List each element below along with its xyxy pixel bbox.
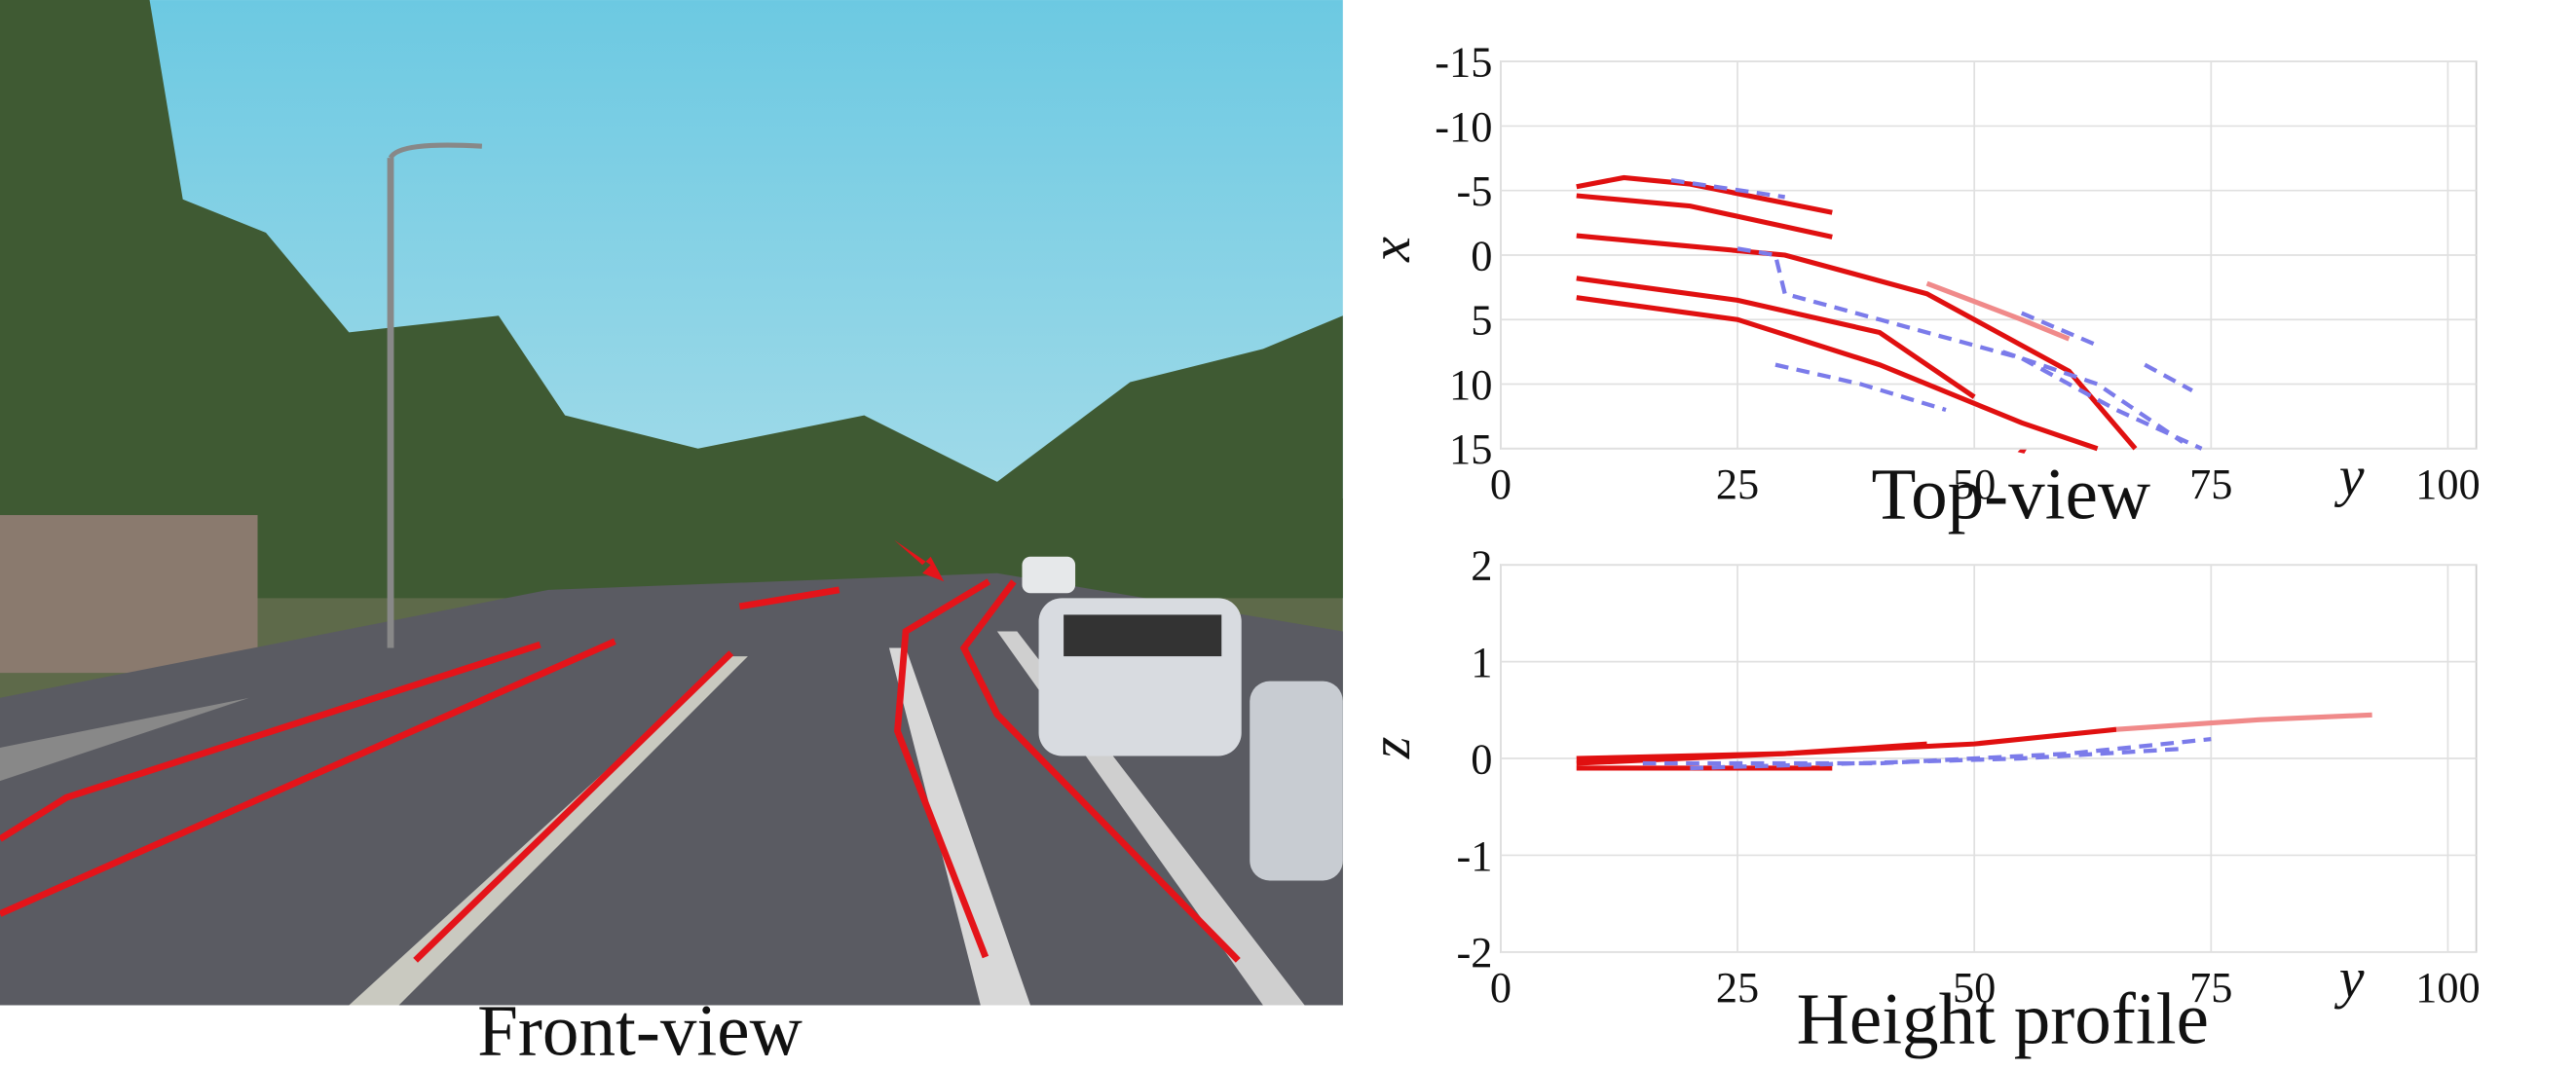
line [2020, 311, 2099, 348]
front-view-photo [0, 0, 1343, 1006]
x-tick-label: 75 [2189, 963, 2232, 1012]
y-tick-label: 10 [1449, 360, 1492, 409]
x-tick-label: 0 [1490, 460, 1512, 508]
caption: Front-view [477, 991, 803, 1069]
y-tick-label: 0 [1471, 231, 1492, 279]
y-tick-label: 0 [1471, 734, 1492, 783]
line [1576, 276, 1976, 399]
y-tick-label: -1 [1456, 831, 1492, 880]
line [1670, 177, 1785, 200]
line [2144, 362, 2193, 393]
y-tick-label: 5 [1471, 296, 1492, 345]
line [1690, 746, 2184, 771]
line [1925, 280, 2071, 342]
line [1576, 174, 1833, 215]
y-tick-label: -10 [1435, 102, 1492, 151]
line [1576, 295, 2099, 452]
x-tick-label: 75 [2189, 460, 2232, 508]
y-axis-label: z [1359, 737, 1422, 760]
x-tick-label: 25 [1716, 963, 1759, 1012]
line [2001, 350, 2184, 444]
chart-title: Height profile [1797, 979, 2209, 1060]
line [1736, 246, 2203, 451]
x-tick-label: 100 [2415, 963, 2481, 1012]
line [1576, 233, 2138, 451]
x-axis-label: y [2334, 445, 2365, 508]
y-tick-label: -5 [1456, 166, 1492, 215]
x-tick-label: 50 [1953, 460, 1996, 508]
y-tick-label: -15 [1435, 38, 1492, 87]
x-tick-label: 25 [1716, 460, 1759, 508]
line [1774, 362, 1947, 413]
line [1576, 741, 1927, 766]
x-tick-label: 50 [1953, 963, 1996, 1012]
chart-title: Top-view [1871, 454, 2150, 534]
y-tick-label: 1 [1471, 638, 1492, 686]
y-tick-label: -2 [1456, 928, 1492, 977]
y-axis-label: x [1359, 237, 1422, 263]
y-tick-label: 2 [1471, 541, 1492, 590]
line [2115, 712, 2372, 732]
line [1576, 193, 1833, 240]
y-tick-label: 15 [1449, 424, 1492, 473]
x-tick-label: 100 [2415, 460, 2481, 508]
x-tick-label: 0 [1490, 963, 1512, 1012]
x-axis-label: y [2334, 946, 2365, 1010]
